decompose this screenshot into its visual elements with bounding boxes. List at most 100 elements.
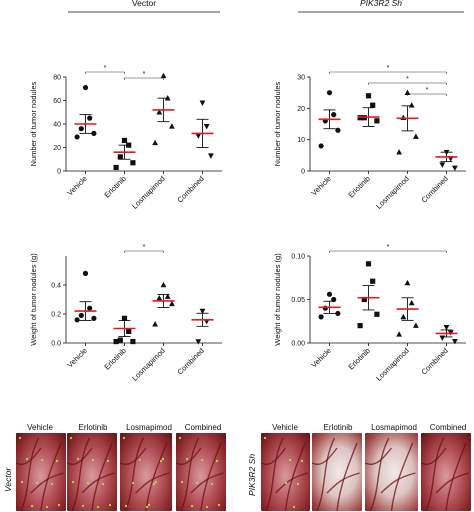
data-point [203,124,210,130]
chart-vector-nodules: 0 20 40 60 80 Number of tumor nodules Vehicle E… [29,65,222,211]
chart-sh-nodules: 0 10 20 30 Number of tumor nodules Vehicle Erl… [273,65,466,211]
data-point [404,89,411,95]
y-tick-label: 0.2 [51,312,61,319]
photo-caption-vector-vehicle: Vehicle [27,423,53,432]
data-point [130,338,136,345]
significance-star: * [387,65,390,72]
nodule-marker [284,481,288,485]
tumor-photo [312,433,362,511]
data-point [117,154,123,160]
y-tick-label: 80 [53,75,61,82]
data-point [121,315,128,321]
tumor-photo-vessels [421,437,469,511]
significance-star: * [426,87,429,94]
vessel [261,447,287,465]
data-point [169,300,175,307]
data-point [408,102,415,108]
y-tick-label: 0.0 [51,341,61,348]
data-point [357,323,363,329]
data-point [365,93,372,99]
chart-vector-weight: 0.0 0.2 0.4 Weight of tumor nodules (g) Vehi… [29,244,222,383]
nodule-marker [76,457,80,461]
data-point [318,314,324,320]
data-point [113,338,119,345]
nodule-marker [292,505,296,509]
data-point [130,160,136,166]
vessel [200,442,222,511]
data-point [443,325,450,331]
vessel [312,447,338,465]
photo-caption-sh-losmapimod: Losmapimod [371,423,417,432]
y-tick-label: 10 [297,137,305,144]
data-point [370,278,376,284]
data-point [152,139,158,146]
tumor-photo-vessels [261,436,308,511]
y-tick-label: 0.4 [51,283,61,290]
data-point [160,72,167,79]
vessel [369,437,390,511]
data-point [361,296,367,303]
data-point [439,162,446,168]
data-point [87,115,93,121]
nodule-marker [263,436,267,440]
data-point [396,331,402,337]
nodule-marker [205,505,209,509]
data-point [413,322,419,328]
data-point [199,308,206,315]
significance-star: * [387,244,390,251]
data-point [91,315,97,321]
nodule-marker [57,503,61,507]
data-point [160,281,167,288]
data-point [452,338,458,345]
x-tick-label: Vehicle [309,174,332,197]
photo-caption-vector-losmapimod: Losmapimod [126,423,172,432]
vessel [265,437,284,511]
nodule-marker [40,458,44,462]
vessel [275,472,308,494]
nodule-marker [45,505,49,509]
vessel [67,447,93,465]
x-tick-label: Erlotinib [102,346,128,372]
data-point [156,294,163,301]
y-tick-label: 60 [53,98,61,105]
data-point [126,328,132,334]
nodule-marker [30,504,34,508]
nodule-marker [50,482,54,486]
nodule-marker [300,459,304,463]
nodule-marker [210,482,214,486]
data-point [91,130,97,136]
nodule-marker [106,459,110,463]
nodule-marker [20,480,24,484]
vessel [425,437,445,511]
x-tick-label: Losmapimod [374,346,411,383]
vessel [284,442,306,511]
data-point [78,312,84,319]
tumor-photo [67,433,117,511]
data-point [374,311,380,317]
vector-header: Vector [132,0,156,8]
nodule-marker [81,504,85,508]
vessel [145,442,168,511]
vessel [180,437,200,511]
vessel [40,442,62,511]
vessel [16,447,42,465]
x-tick-label: Vehicle [309,346,332,369]
y-tick-label: 20 [53,145,61,152]
vessel [390,442,414,511]
nodule-marker [69,436,73,440]
data-point [82,84,89,91]
vessel [435,472,469,494]
data-point [199,100,206,106]
data-point [208,153,214,159]
tumor-photo-vessels [312,437,360,511]
nodule-marker [215,459,219,463]
data-point [331,112,337,118]
nodule-marker [55,459,59,463]
x-tick-label: Combined [419,174,450,205]
data-point [156,109,163,115]
vessel [380,472,416,494]
significance-star: * [143,244,146,251]
tumor-photo [16,433,66,511]
vessel [91,442,113,511]
data-point [404,279,411,286]
